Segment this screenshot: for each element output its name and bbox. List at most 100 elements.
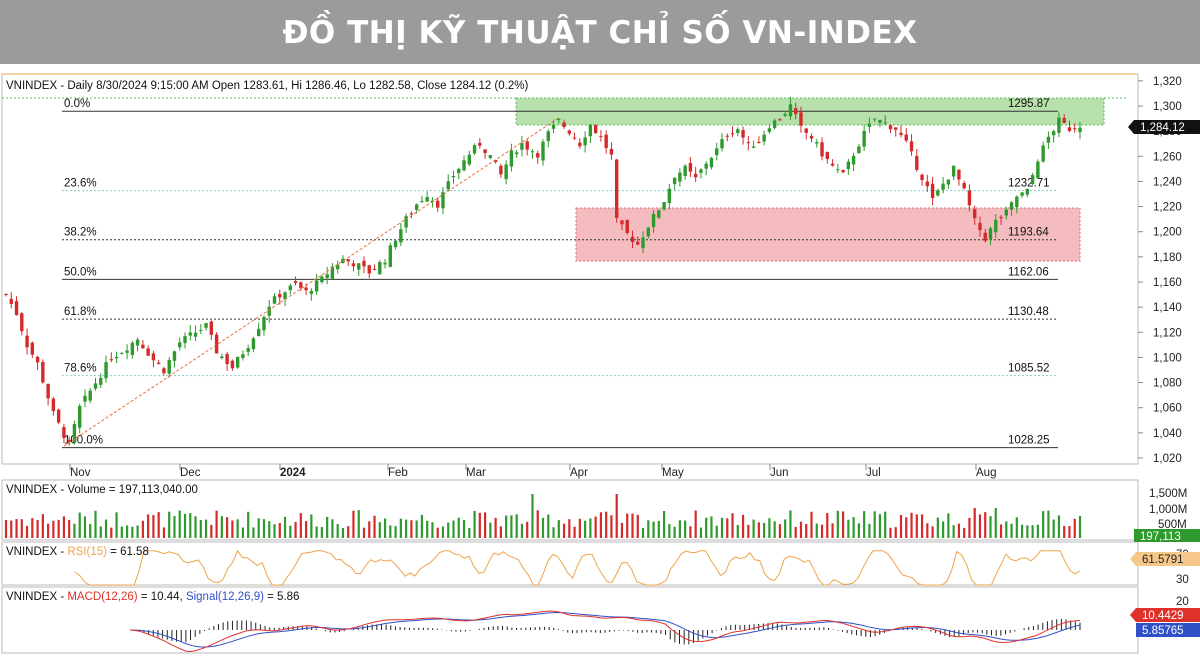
candle-body xyxy=(314,280,319,292)
x-tick-label: Feb xyxy=(388,467,408,479)
x-tick-label: Dec xyxy=(180,467,201,479)
volume-bar xyxy=(204,519,208,538)
volume-bar xyxy=(741,514,745,538)
y-tick-label: 1,120 xyxy=(1153,327,1182,339)
volume-bar xyxy=(884,511,887,538)
volume-bar xyxy=(505,515,508,538)
x-tick-label: 2024 xyxy=(280,467,306,479)
candle-body xyxy=(72,424,77,443)
volume-bar xyxy=(952,525,955,538)
volume-bar xyxy=(99,526,102,538)
volume-bar xyxy=(273,524,276,538)
volume-bar xyxy=(910,512,913,538)
volume-bar xyxy=(431,522,434,538)
volume-bar xyxy=(289,525,292,538)
volume-tick-1000: 1,000M xyxy=(1149,504,1187,516)
candle-body xyxy=(351,263,356,267)
volume-bar xyxy=(173,516,176,538)
candle-body xyxy=(746,142,751,144)
candle-body xyxy=(399,229,403,243)
candle-body xyxy=(1067,127,1072,132)
volume-bar xyxy=(194,516,197,538)
candle-body xyxy=(851,155,856,165)
volume-bar xyxy=(720,517,724,538)
volume-bar xyxy=(247,511,250,538)
candle-body xyxy=(335,264,340,270)
volume-bar xyxy=(231,520,234,538)
candle-body xyxy=(199,329,203,331)
candle-body xyxy=(915,156,919,170)
candle-body xyxy=(651,214,656,228)
volume-bar xyxy=(47,523,50,538)
candle-body xyxy=(493,160,498,162)
fib-pct-label: 23.6% xyxy=(64,178,97,190)
volume-bar xyxy=(1073,518,1076,538)
candle-body xyxy=(983,232,987,241)
fib-pct-label: 0.0% xyxy=(64,98,90,110)
rsi-badge: 61.5791 xyxy=(1142,554,1184,566)
y-tick-label: 1,260 xyxy=(1153,151,1182,163)
candle-body xyxy=(646,227,650,237)
volume-bar xyxy=(315,526,318,538)
volume-bar xyxy=(1047,510,1050,538)
candle-body xyxy=(41,361,45,383)
volume-bar xyxy=(857,523,860,538)
candle-body xyxy=(446,181,450,190)
y-tick-label: 1,100 xyxy=(1153,352,1182,364)
rsi-title: VNINDEX - RSI(15) = 61.58 xyxy=(6,546,149,558)
volume-bar xyxy=(573,526,576,538)
candle-body xyxy=(83,395,87,402)
title-banner: ĐỒ THỊ KỸ THUẬT CHỈ SỐ VN-INDEX xyxy=(0,0,1200,64)
volume-bar xyxy=(436,527,439,538)
candle-body xyxy=(230,360,235,369)
candle-body xyxy=(599,136,603,138)
volume-bar xyxy=(441,526,445,538)
candle-body xyxy=(799,112,803,126)
fib-pct-label: 61.8% xyxy=(64,306,97,318)
macd-title: VNINDEX - MACD(12,26) = 10.44, Signal(12… xyxy=(6,591,299,603)
candle-body xyxy=(514,152,519,155)
candle-body xyxy=(14,301,19,316)
volume-bar xyxy=(963,527,966,538)
candle-body xyxy=(25,335,29,348)
volume-bar xyxy=(1036,524,1039,538)
candle-body xyxy=(372,268,377,270)
y-tick-label: 1,320 xyxy=(1153,76,1182,88)
volume-bar xyxy=(457,517,460,538)
candle-body xyxy=(462,160,466,171)
candle-body xyxy=(288,285,292,291)
volume-bar xyxy=(10,520,13,538)
volume-bar xyxy=(747,524,750,538)
volume-tick-500: 500M xyxy=(1158,519,1187,531)
volume-bar xyxy=(820,524,824,538)
fib-value-label: 1085.52 xyxy=(1008,363,1050,375)
banner-title: ĐỒ THỊ KỸ THUẬT CHỈ SỐ VN-INDEX xyxy=(282,15,918,51)
volume-bar xyxy=(1068,526,1071,538)
candle-body xyxy=(404,216,408,228)
signal-badge: 5.85765 xyxy=(1142,625,1184,637)
volume-bar xyxy=(531,494,534,538)
volume-bar xyxy=(815,523,818,538)
candle-body xyxy=(562,122,566,128)
volume-bar xyxy=(226,517,229,538)
volume-bar xyxy=(926,523,929,538)
volume-bar xyxy=(536,510,539,538)
candle-body xyxy=(630,236,635,243)
volume-bar xyxy=(699,527,703,538)
candle-body xyxy=(794,108,798,115)
volume-bar xyxy=(773,521,776,538)
volume-bar xyxy=(584,520,587,538)
candle-body xyxy=(872,118,877,120)
volume-bar xyxy=(468,527,471,538)
candle-body xyxy=(304,287,308,291)
candle-body xyxy=(683,165,687,176)
volume-bar xyxy=(1078,516,1082,538)
volume-bar xyxy=(89,524,92,538)
volume-bar xyxy=(789,510,792,538)
candle-body xyxy=(499,165,503,175)
candle-body xyxy=(772,120,777,128)
volume-bar xyxy=(615,494,618,538)
candle-body xyxy=(757,142,761,144)
candle-body xyxy=(830,163,835,166)
volume-bar xyxy=(347,526,350,538)
